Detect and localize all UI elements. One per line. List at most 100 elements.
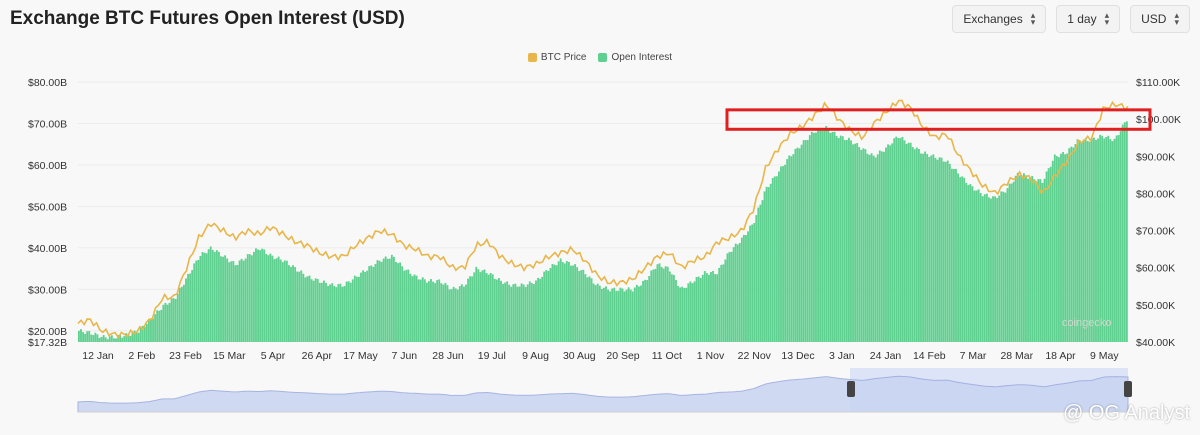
x-tick-label: 9 Aug xyxy=(522,350,549,362)
open-interest-bar xyxy=(1039,179,1042,342)
open-interest-bar xyxy=(80,329,82,342)
open-interest-bar xyxy=(409,273,412,342)
open-interest-bar xyxy=(1074,144,1077,342)
x-tick-label: 12 Jan xyxy=(82,350,114,362)
open-interest-bar xyxy=(555,265,558,342)
open-interest-bar xyxy=(106,339,109,342)
open-interest-bar xyxy=(625,289,628,342)
open-interest-bar xyxy=(222,256,224,342)
open-interest-bar xyxy=(446,285,449,342)
open-interest-bar xyxy=(493,278,496,342)
chevron-updown-icon: ▴ ▾ xyxy=(1174,10,1179,27)
left-tick-label: $30.00B xyxy=(28,284,67,296)
open-interest-bar xyxy=(827,129,830,342)
left-tick-label: $17.32B xyxy=(28,337,67,349)
open-interest-bar xyxy=(360,272,362,342)
open-interest-bar xyxy=(1125,121,1128,342)
open-interest-bar xyxy=(955,168,957,342)
legend-item-btc-price[interactable]: BTC Price xyxy=(527,52,586,63)
open-interest-bar xyxy=(512,284,515,342)
open-interest-bar xyxy=(1080,142,1083,342)
open-interest-bar xyxy=(162,304,165,342)
open-interest-bar xyxy=(127,334,130,342)
open-interest-bar xyxy=(314,278,317,342)
open-interest-bar xyxy=(654,268,657,342)
open-interest-bar xyxy=(831,131,834,342)
open-interest-bar xyxy=(1002,191,1005,342)
open-interest-bar xyxy=(693,281,696,342)
open-interest-bar xyxy=(1055,156,1058,342)
open-interest-bar xyxy=(615,290,618,342)
open-interest-bar xyxy=(526,284,529,342)
open-interest-bar xyxy=(1115,135,1118,342)
open-interest-bar xyxy=(642,280,644,342)
currency-select[interactable]: USD ▴ ▾ xyxy=(1130,5,1190,33)
open-interest-bar xyxy=(423,279,426,342)
open-interest-bar xyxy=(405,269,408,342)
open-interest-bar xyxy=(1105,136,1108,342)
open-interest-bar xyxy=(959,177,962,342)
open-interest-bar xyxy=(265,253,268,342)
open-interest-bar xyxy=(755,215,758,342)
open-interest-bar xyxy=(267,255,270,342)
open-interest-bar xyxy=(211,249,214,342)
open-interest-bar xyxy=(679,287,682,342)
open-interest-bar xyxy=(565,261,568,342)
open-interest-bar xyxy=(495,279,498,342)
open-interest-bar xyxy=(481,270,484,342)
open-interest-bar xyxy=(973,190,976,342)
open-interest-bar xyxy=(224,255,227,342)
exchanges-select[interactable]: Exchanges ▴ ▾ xyxy=(952,5,1047,33)
open-interest-bar xyxy=(619,287,622,342)
open-interest-bar xyxy=(819,128,822,342)
navigator-handle-right[interactable] xyxy=(1124,381,1132,397)
open-interest-bar xyxy=(399,262,402,342)
open-interest-bar xyxy=(341,286,344,342)
open-interest-bar xyxy=(1088,141,1091,342)
open-interest-bar xyxy=(948,163,951,342)
open-interest-bar xyxy=(1031,175,1034,342)
open-interest-bar xyxy=(580,270,583,342)
open-interest-bar xyxy=(1037,179,1040,342)
open-interest-bar xyxy=(285,260,288,342)
open-interest-bar xyxy=(778,171,780,342)
open-interest-bar xyxy=(395,262,397,342)
open-interest-bar xyxy=(355,276,358,342)
open-interest-bar xyxy=(180,286,183,342)
og-analyst-text: @ OG Analyst xyxy=(1062,402,1190,424)
open-interest-bar xyxy=(786,159,789,342)
open-interest-bar xyxy=(730,251,733,342)
open-interest-bar xyxy=(549,268,552,342)
open-interest-bar xyxy=(349,282,352,342)
open-interest-bar xyxy=(382,258,385,342)
open-interest-bar xyxy=(938,157,941,342)
open-interest-bar xyxy=(633,287,636,342)
range-navigator[interactable] xyxy=(77,368,1132,413)
open-interest-bar xyxy=(292,265,294,342)
open-interest-bar xyxy=(411,276,414,342)
open-interest-bar xyxy=(1029,177,1032,342)
open-interest-bar xyxy=(703,271,706,342)
open-interest-bar xyxy=(646,280,649,342)
navigator-handle-left[interactable] xyxy=(847,381,855,397)
open-interest-bar xyxy=(946,160,949,342)
open-interest-bar xyxy=(568,261,570,342)
open-interest-bar xyxy=(701,274,704,342)
interval-select[interactable]: 1 day ▴ ▾ xyxy=(1056,5,1121,33)
open-interest-bar xyxy=(981,196,984,342)
open-interest-bar xyxy=(1045,171,1048,342)
open-interest-bar xyxy=(230,261,233,342)
open-interest-bar xyxy=(253,251,255,342)
open-interest-bar xyxy=(454,288,457,342)
open-interest-bar xyxy=(298,271,301,342)
open-interest-bar xyxy=(582,269,585,342)
open-interest-bar xyxy=(699,277,702,342)
open-interest-bar xyxy=(975,190,978,342)
open-interest-bar xyxy=(110,335,113,342)
chart-legend: BTC Price Open Interest xyxy=(0,52,1200,63)
open-interest-bar xyxy=(668,271,671,342)
open-interest-bar xyxy=(209,246,212,342)
legend-item-open-interest[interactable]: Open Interest xyxy=(598,52,672,63)
open-interest-bar xyxy=(705,273,708,342)
open-interest-bar xyxy=(390,254,393,342)
